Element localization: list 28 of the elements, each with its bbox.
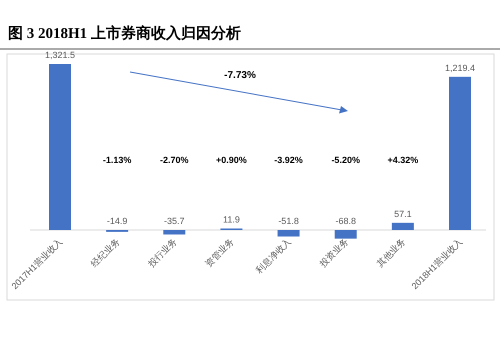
data-label: -35.7	[164, 216, 185, 226]
annotation: -1.13%	[102, 155, 132, 165]
bar	[278, 230, 300, 237]
annotation: +0.90%	[216, 155, 247, 165]
data-label: 1,219.4	[444, 62, 476, 73]
x-tick-label: 利息净收入	[254, 236, 293, 276]
data-label: 57.1	[394, 208, 412, 219]
data-label: -51.8	[278, 216, 299, 226]
annotation: -7.73%	[224, 70, 256, 81]
annotation: -2.70%	[160, 155, 189, 165]
data-label: -14.9	[106, 216, 128, 226]
x-tick-label: 投行业务	[145, 236, 179, 270]
bar	[449, 76, 471, 230]
data-label: 11.9	[223, 214, 240, 225]
bar	[334, 230, 357, 239]
bar	[392, 222, 414, 230]
annotation: -3.92%	[274, 155, 303, 165]
x-tick-label: 投资业务	[316, 236, 350, 270]
x-tick-label: 资管业务	[203, 236, 236, 269]
x-tick-label: 其他业务	[374, 236, 408, 269]
annotation: -5.20%	[331, 155, 360, 165]
x-tick-label: 经纪业务	[89, 236, 122, 269]
data-label: -68.8	[335, 216, 356, 226]
bar	[163, 230, 186, 234]
bar	[49, 64, 71, 230]
chart-title: 图 3 2018H1 上市券商收入归因分析	[8, 24, 241, 42]
data-label: 1,321.5	[44, 50, 76, 60]
annotation: +4.32%	[387, 155, 418, 165]
